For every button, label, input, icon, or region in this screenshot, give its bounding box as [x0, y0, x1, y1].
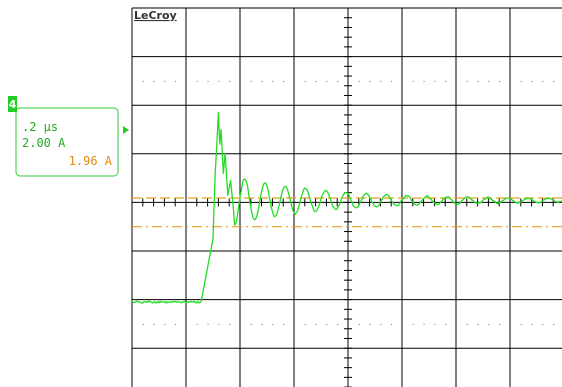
grid-dot [467, 81, 468, 82]
grid-dot [262, 324, 263, 325]
grid-dot [488, 324, 489, 325]
grid-dot [359, 81, 360, 82]
grid-dot [218, 324, 219, 325]
trace-layer [132, 113, 562, 304]
grid-dot [272, 81, 273, 82]
channel-4-badge-icon[interactable]: 4 [8, 96, 17, 112]
grid-dot [380, 324, 381, 325]
grid-dot [434, 324, 435, 325]
channel-badge-number: 4 [9, 98, 17, 111]
grid-dot [229, 324, 230, 325]
grid-dot [359, 324, 360, 325]
grid-dot [391, 324, 392, 325]
grid-dot [488, 81, 489, 82]
grid-dot [532, 324, 533, 325]
grid-dot [283, 324, 284, 325]
grid-dot [283, 81, 284, 82]
grid-dot [542, 81, 543, 82]
grid-dot [229, 81, 230, 82]
grid-dot [445, 324, 446, 325]
grid-dot [316, 81, 317, 82]
grid-dot [380, 81, 381, 82]
grid-dot [164, 324, 165, 325]
grid-dot [175, 324, 176, 325]
grid-dot [164, 81, 165, 82]
grid-dot [272, 324, 273, 325]
grid-dot [521, 81, 522, 82]
grid-dot [499, 324, 500, 325]
grid-dot [499, 81, 500, 82]
grid-dot [413, 324, 414, 325]
waveform-trace [132, 113, 562, 304]
grid-dot [445, 81, 446, 82]
grid-dot [434, 81, 435, 82]
grid-dot [467, 324, 468, 325]
grid-dot [251, 324, 252, 325]
grid-dot [532, 81, 533, 82]
grid-dot [337, 324, 338, 325]
grid-dot [218, 81, 219, 82]
brand-label: LeCroy [134, 9, 177, 22]
grid-dot [553, 324, 554, 325]
grid-dot [305, 324, 306, 325]
cursor-readout: 1.96 A [69, 154, 113, 168]
grid-dot [370, 324, 371, 325]
grid-dot [424, 81, 425, 82]
trigger-level-arrow-icon[interactable] [123, 126, 129, 134]
grid-dot [424, 324, 425, 325]
grid-dot [197, 324, 198, 325]
grid-dot [305, 81, 306, 82]
grid-dot [337, 81, 338, 82]
grid-dot [326, 81, 327, 82]
grid-dot [154, 324, 155, 325]
grid-dot [197, 81, 198, 82]
grid-dot [478, 81, 479, 82]
grid-dot [521, 324, 522, 325]
channel-readout-box[interactable]: .2 µs 2.00 A 1.96 A [16, 108, 118, 176]
scale-readout: 2.00 A [22, 136, 66, 150]
grid-dot [175, 81, 176, 82]
grid-dot [391, 81, 392, 82]
grid-dot [316, 324, 317, 325]
timebase-readout: .2 µs [22, 120, 58, 134]
grid-dot [542, 324, 543, 325]
grid-dot [251, 81, 252, 82]
grid-dot [553, 81, 554, 82]
grid-dot [478, 324, 479, 325]
grid-dot [143, 81, 144, 82]
grid-dot [262, 81, 263, 82]
grid-dot [326, 324, 327, 325]
grid-dot [154, 81, 155, 82]
grid-dot [370, 81, 371, 82]
grid-dot [143, 324, 144, 325]
grid-dot [208, 324, 209, 325]
grid-dot [208, 81, 209, 82]
grid-dot [413, 81, 414, 82]
